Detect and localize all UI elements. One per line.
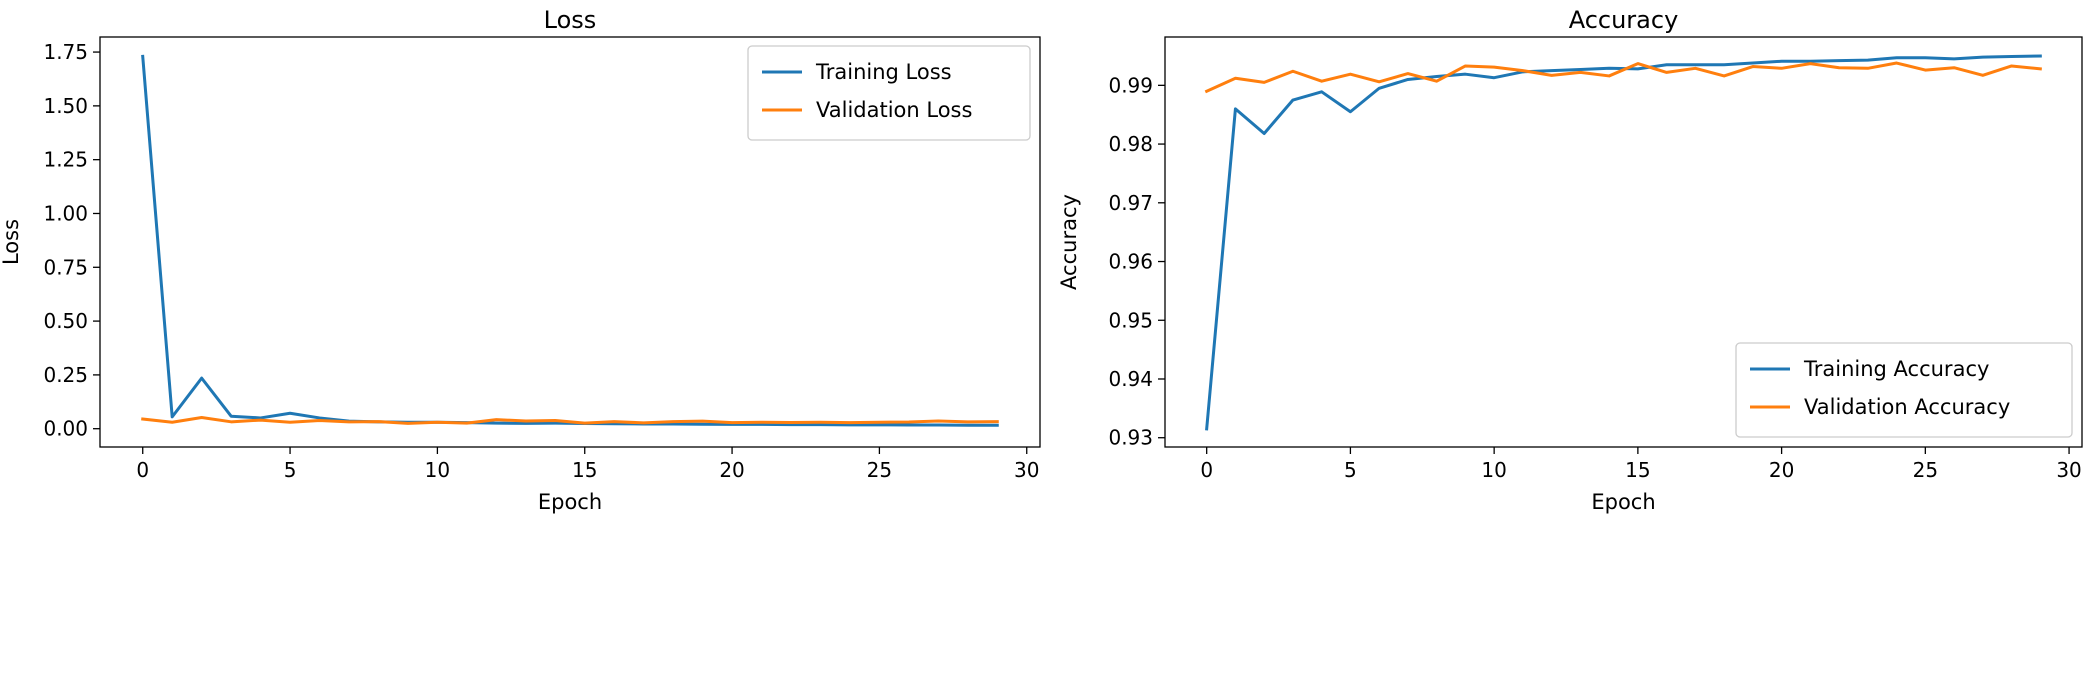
- x-tick-label: 30: [2056, 458, 2081, 482]
- legend: Training Loss Validation Loss: [747, 45, 1031, 141]
- x-tick-label: 10: [1481, 458, 1506, 482]
- y-axis-label: Loss: [0, 219, 23, 265]
- y-tick-label: 0.94: [1108, 367, 1153, 391]
- accuracy-chart: Accuracy 0 5 10 15 20 25 30 0.93 0.94 0.95 0.96 0.97…: [1057, 6, 2083, 514]
- y-tick-label: 0.93: [1108, 426, 1153, 450]
- chart-title: Accuracy: [1569, 6, 1679, 34]
- legend-label: Validation Accuracy: [1804, 395, 2010, 419]
- axes-frame: [99, 36, 1041, 448]
- x-axis-label: Epoch: [538, 490, 602, 514]
- x-tick-label: 15: [1625, 458, 1650, 482]
- y-tick-label: 1.75: [43, 40, 88, 64]
- x-tick-label: 10: [425, 458, 450, 482]
- y-tick-label: 0.50: [43, 309, 88, 333]
- loss-chart: Loss 0 5 10 15 20 25 30 0.00 0.25 0.50 0.75 1.00 1.25…: [0, 6, 1041, 514]
- y-axis-label: Accuracy: [1057, 194, 1081, 290]
- series-line-validation-loss: [141, 416, 999, 425]
- x-tick-label: 15: [572, 458, 597, 482]
- y-tick-label: 0.95: [1108, 308, 1153, 332]
- y-tick-label: 0.75: [43, 255, 88, 279]
- x-tick-label: 0: [1200, 458, 1213, 482]
- x-tick-label: 20: [719, 458, 744, 482]
- y-tick-label: 0.98: [1108, 132, 1153, 156]
- y-tick-label: 0.97: [1108, 191, 1153, 215]
- chart-title: Loss: [544, 6, 597, 34]
- axes-frame: [1164, 36, 2083, 448]
- y-tick-label: 1.50: [43, 94, 88, 118]
- y-tick-label: 0.96: [1108, 250, 1153, 274]
- x-tick-label: 20: [1769, 458, 1794, 482]
- x-tick-label: 0: [136, 458, 149, 482]
- legend: Training Accuracy Validation Accuracy: [1735, 342, 2073, 438]
- series-line-validation-accuracy: [1204, 61, 2042, 94]
- x-tick-label: 25: [867, 458, 892, 482]
- x-tick-label: 5: [284, 458, 297, 482]
- y-tick-label: 1.25: [43, 148, 88, 172]
- x-tick-label: 25: [1913, 458, 1938, 482]
- legend-label: Validation Loss: [816, 98, 972, 122]
- y-tick-label: 1.00: [43, 201, 88, 225]
- y-tick-label: 0.25: [43, 363, 88, 387]
- legend-box: [1735, 342, 2073, 438]
- legend-label: Training Accuracy: [1803, 357, 1989, 381]
- x-tick-label: 5: [1344, 458, 1357, 482]
- x-tick-label: 30: [1014, 458, 1039, 482]
- legend-box: [747, 45, 1031, 141]
- x-axis-label: Epoch: [1591, 490, 1655, 514]
- y-tick-label: 0.99: [1108, 73, 1153, 97]
- legend-label: Training Loss: [815, 60, 952, 84]
- y-tick-label: 0.00: [43, 417, 88, 441]
